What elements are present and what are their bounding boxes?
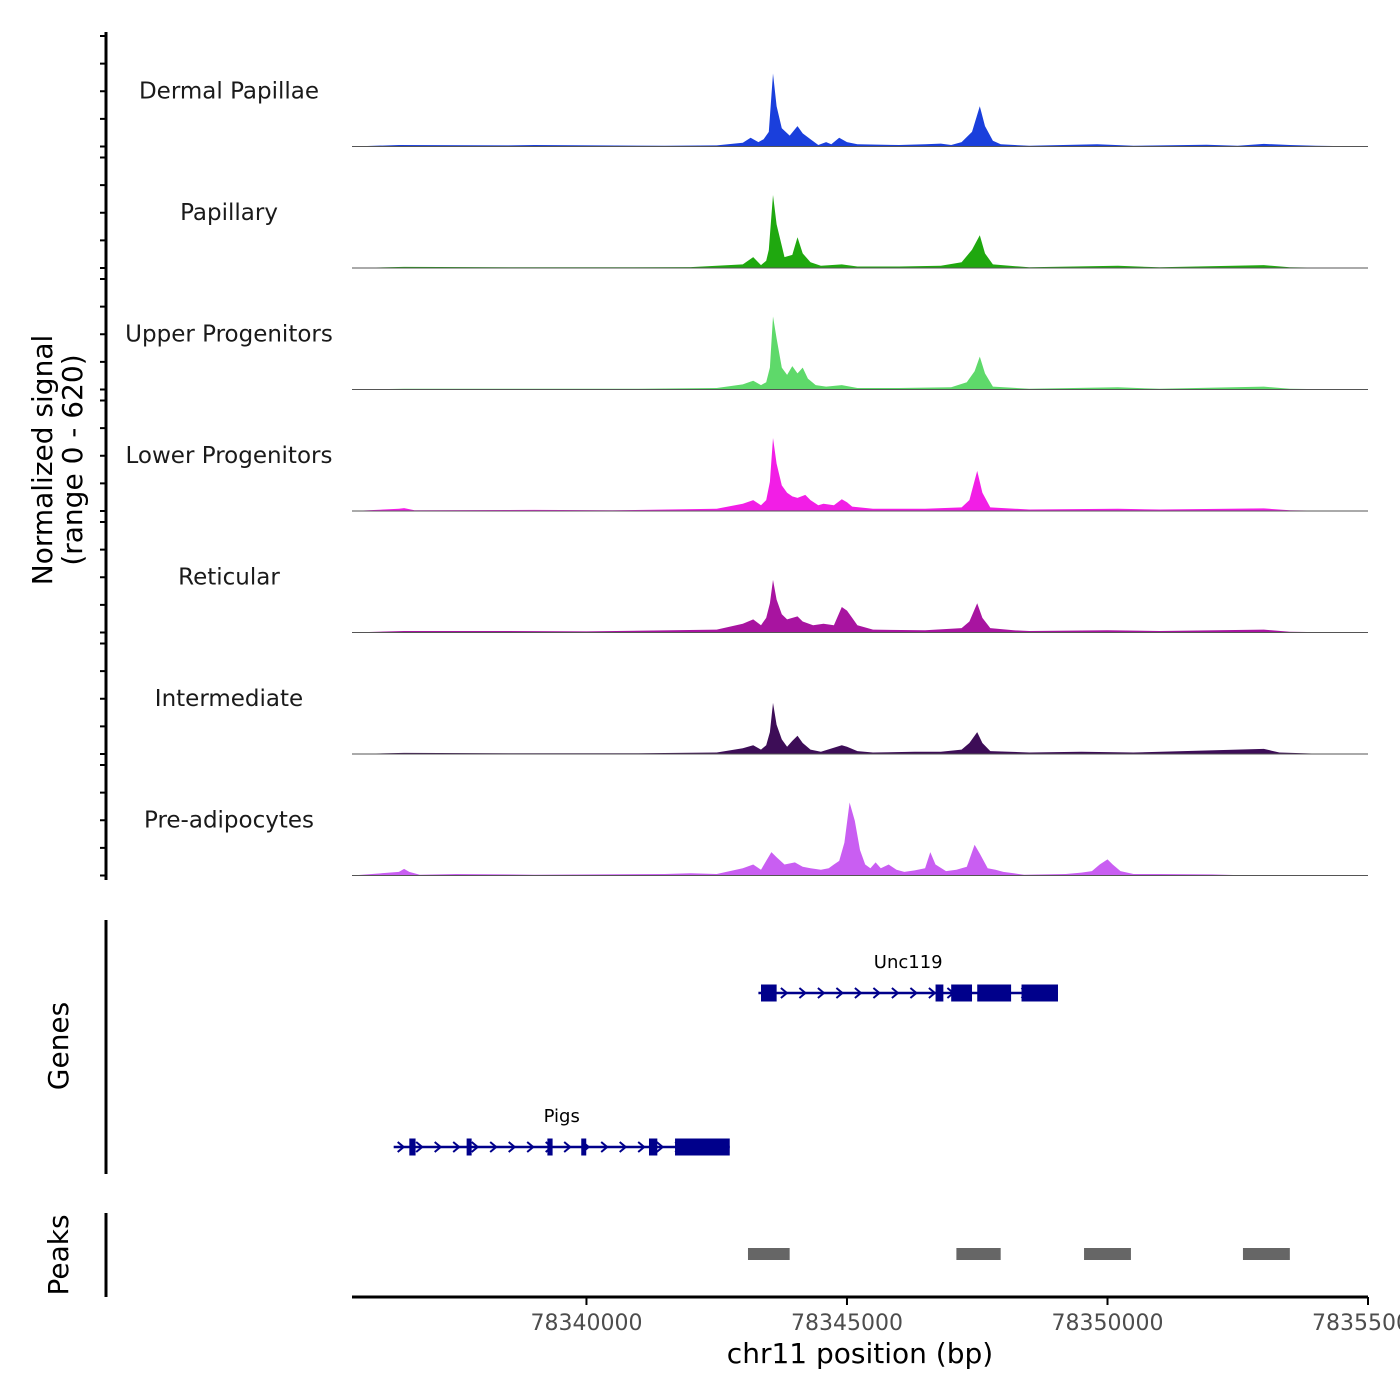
strand-arrow [928, 987, 937, 999]
strand-arrow [872, 987, 881, 999]
track-label-intermediate: Intermediate [155, 686, 303, 712]
track-label-reticular: Reticular [178, 565, 280, 591]
strand-arrow [909, 987, 918, 999]
track-upper-progenitors: Upper Progenitors [125, 316, 1368, 390]
strand-arrow [798, 987, 807, 999]
gene-label-unc119: Unc119 [874, 952, 943, 973]
gene-exon [977, 984, 1012, 1002]
peak-region [1242, 1248, 1290, 1260]
strand-arrow [656, 1141, 665, 1153]
peak-region [956, 1248, 1001, 1260]
strand-arrow [508, 1141, 517, 1153]
gene-exon [581, 1138, 587, 1156]
strand-arrow [563, 1141, 572, 1153]
strand-arrow [471, 1141, 480, 1153]
track-lower-progenitors: Lower Progenitors [126, 438, 1368, 512]
track-reticular: Reticular [178, 565, 1368, 633]
peak-region [747, 1248, 790, 1260]
strand-arrow [835, 987, 844, 999]
signal-area-intermediate [352, 702, 1368, 754]
strand-arrow [891, 987, 900, 999]
gene-exon [648, 1138, 658, 1156]
gene-unc119: Unc119 [758, 952, 1058, 1002]
gene-exon [466, 1138, 472, 1156]
signal-area-reticular [352, 579, 1368, 633]
gene-exon [1021, 984, 1058, 1002]
track-label-pre-adipocytes: Pre-adipocytes [144, 808, 314, 834]
strand-arrow [780, 987, 789, 999]
strand-arrow [526, 1141, 535, 1153]
track-label-papillary: Papillary [180, 200, 278, 226]
gene-exon [547, 1138, 553, 1156]
gene-exon [675, 1138, 730, 1156]
peaks-track-title: Peaks [42, 1214, 75, 1295]
peak-region [1084, 1248, 1131, 1260]
strand-arrow [600, 1141, 609, 1153]
strand-arrow [397, 1141, 406, 1153]
strand-arrow [415, 1141, 424, 1153]
signal-area-pre-adipocytes [352, 802, 1368, 876]
track-label-upper-progenitors: Upper Progenitors [125, 322, 333, 348]
strand-arrow [452, 1141, 461, 1153]
genes-track-title: Genes [42, 1002, 75, 1090]
y-axis-title-line2: (range 0 - 620) [56, 354, 89, 565]
coverage-tracks: Dermal Papillae Papillary Upper Progenitor… [125, 73, 1368, 876]
axes: 78340000 78345000 78350000 78355000 [100, 32, 1400, 1336]
strand-arrow [817, 987, 826, 999]
x-tick-label: 78345000 [791, 1311, 903, 1336]
strand-arrow [637, 1141, 646, 1153]
x-axis-title: chr11 position (bp) [727, 1337, 993, 1370]
x-tick-label: 78340000 [530, 1311, 642, 1336]
strand-arrow [854, 987, 863, 999]
track-dermal-papillae: Dermal Papillae [139, 73, 1368, 147]
signal-area-papillary [352, 195, 1368, 268]
track-label-lower-progenitors: Lower Progenitors [126, 443, 333, 469]
x-tick-label: 78350000 [1051, 1311, 1163, 1336]
track-pre-adipocytes: Pre-adipocytes [144, 802, 1368, 876]
gene-exon [951, 984, 973, 1002]
strand-arrow [434, 1141, 443, 1153]
gene-exon [761, 984, 777, 1002]
genes-track: Unc119 Pigs [393, 952, 1058, 1156]
gene-exon [409, 1138, 416, 1156]
y-axis-title-line1: Normalized signal [26, 335, 59, 586]
gene-pigs: Pigs [393, 1106, 730, 1156]
signal-area-upper-progenitors [352, 316, 1368, 390]
gene-label-pigs: Pigs [544, 1106, 580, 1127]
peaks-track [747, 1248, 1290, 1260]
signal-area-lower-progenitors [352, 438, 1368, 511]
track-intermediate: Intermediate [155, 686, 1368, 755]
strand-arrow [619, 1141, 628, 1153]
strand-arrow [489, 1141, 498, 1153]
track-label-dermal-papillae: Dermal Papillae [139, 79, 319, 105]
x-tick-label: 78355000 [1312, 1311, 1400, 1336]
gene-exon [935, 984, 944, 1002]
signal-area-dermal-papillae [352, 73, 1368, 147]
track-papillary: Papillary [180, 195, 1368, 269]
